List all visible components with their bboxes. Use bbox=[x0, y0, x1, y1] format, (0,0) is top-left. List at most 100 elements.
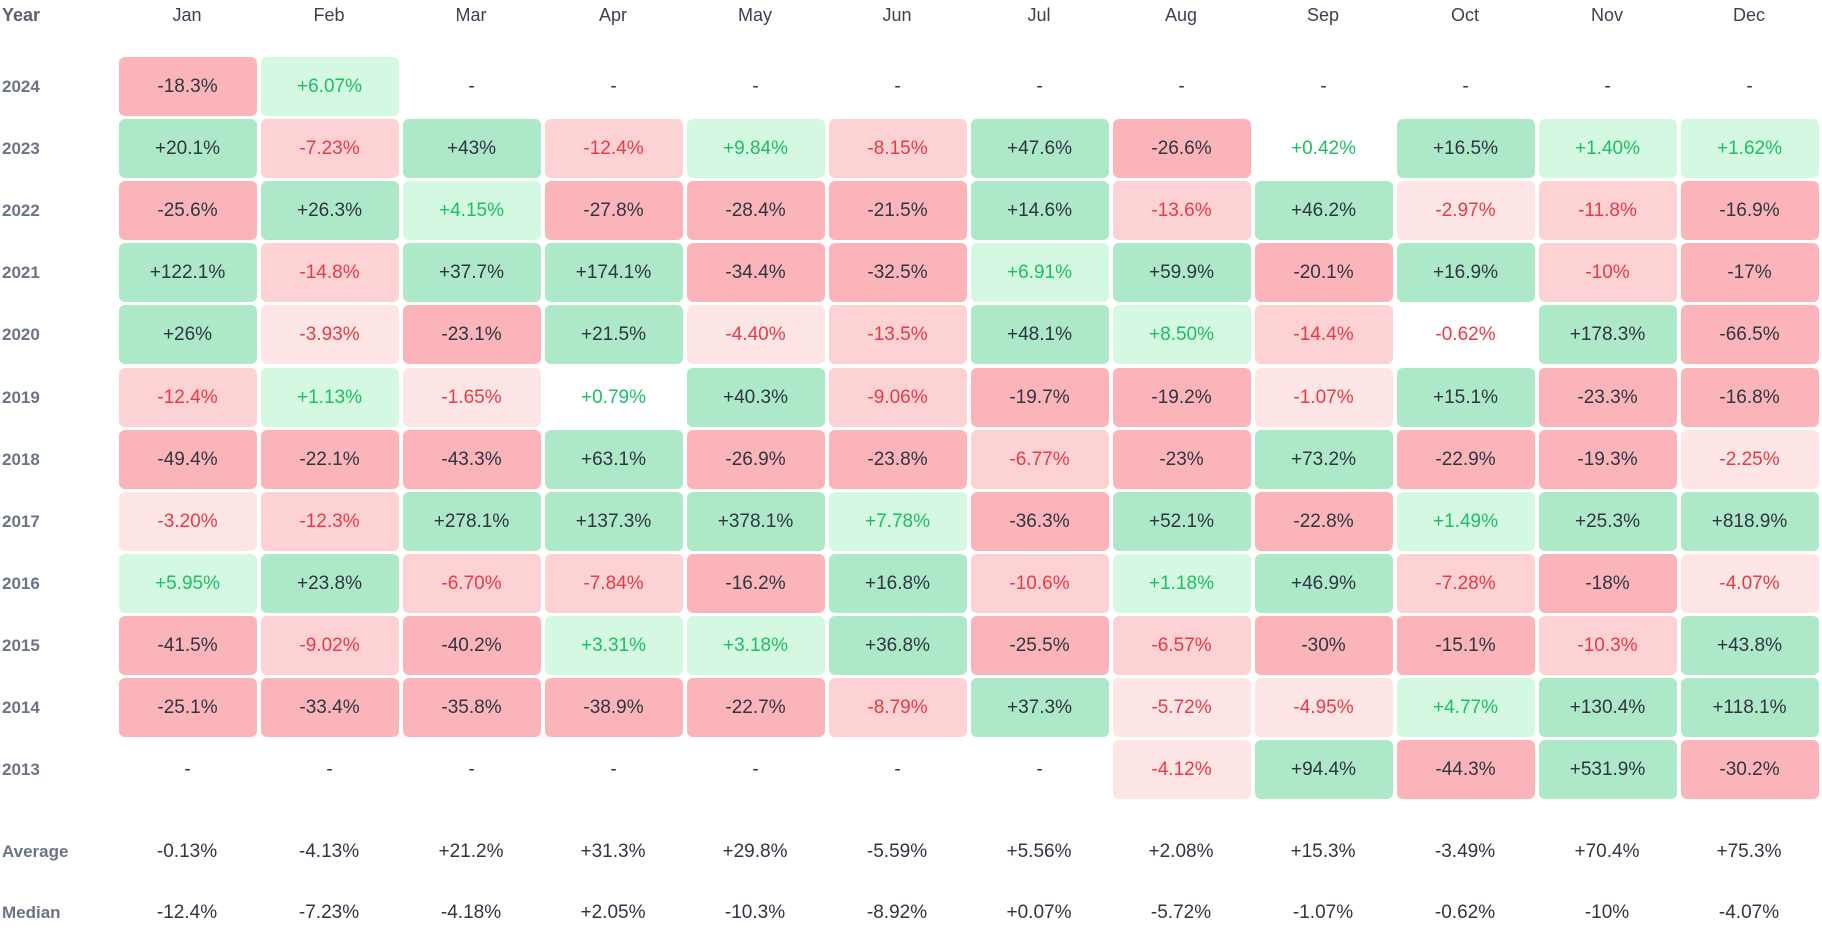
month-header-jul: Jul bbox=[1027, 5, 1051, 25]
return-cell-2015-mar: -40.2% bbox=[402, 615, 541, 675]
return-cell-2020-jul: +48.1% bbox=[970, 305, 1109, 365]
average-value-jun: -5.59% bbox=[866, 841, 928, 862]
return-cell-2022-jan: -25.6% bbox=[118, 181, 257, 241]
return-cell-2013-oct: -44.3% bbox=[1396, 740, 1535, 800]
month-header-aug: Aug bbox=[1164, 5, 1198, 25]
return-cell-2019-mar: -1.65% bbox=[402, 367, 541, 427]
median-value-nov: -10% bbox=[1584, 902, 1630, 923]
return-cell-2022-nov: -11.8% bbox=[1538, 181, 1677, 241]
return-cell-2022-sep: +46.2% bbox=[1254, 181, 1393, 241]
return-cell-2024-jul: - bbox=[1036, 76, 1043, 97]
return-cell-2020-feb: -3.93% bbox=[260, 305, 399, 365]
average-value-may: +29.8% bbox=[722, 841, 788, 862]
year-label-2015: 2015 bbox=[2, 635, 40, 655]
return-cell-2017-aug: +52.1% bbox=[1112, 491, 1251, 551]
return-cell-2017-jan: -3.20% bbox=[118, 491, 257, 551]
return-cell-2023-dec: +1.62% bbox=[1680, 119, 1819, 179]
return-cell-2017-feb: -12.3% bbox=[260, 491, 399, 551]
year-label-2017: 2017 bbox=[2, 511, 40, 531]
return-cell-2015-oct: -15.1% bbox=[1396, 615, 1535, 675]
return-cell-2014-jun: -8.79% bbox=[828, 678, 967, 737]
return-cell-2020-oct: -0.62% bbox=[1435, 324, 1496, 346]
return-cell-2016-nov: -18% bbox=[1538, 553, 1677, 613]
return-cell-2020-nov: +178.3% bbox=[1538, 305, 1677, 365]
return-cell-2014-jan: -25.1% bbox=[118, 678, 257, 737]
average-row-label: Average bbox=[2, 842, 69, 861]
average-value-dec: +75.3% bbox=[1716, 841, 1782, 862]
return-cell-2023-nov: +1.40% bbox=[1538, 119, 1677, 179]
return-cell-2021-nov: -10% bbox=[1538, 243, 1677, 303]
return-cell-2017-sep: -22.8% bbox=[1254, 491, 1393, 551]
return-cell-2018-nov: -19.3% bbox=[1538, 429, 1677, 489]
return-cell-2020-jun: -13.5% bbox=[828, 305, 967, 365]
return-cell-2019-may: +40.3% bbox=[686, 367, 825, 427]
return-cell-2020-mar: -23.1% bbox=[402, 305, 541, 365]
year-label-2013: 2013 bbox=[2, 760, 40, 780]
return-cell-2024-sep: - bbox=[1320, 76, 1327, 97]
return-cell-2021-feb: -14.8% bbox=[260, 243, 399, 303]
return-cell-2016-aug: +1.18% bbox=[1112, 553, 1251, 613]
return-cell-2024-aug: - bbox=[1178, 76, 1185, 97]
average-value-jul: +5.56% bbox=[1006, 841, 1072, 862]
return-cell-2021-oct: +16.9% bbox=[1396, 243, 1535, 303]
return-cell-2023-sep: +0.42% bbox=[1291, 138, 1356, 160]
return-cell-2018-dec: -2.25% bbox=[1680, 429, 1819, 489]
return-cell-2013-feb: - bbox=[326, 759, 333, 781]
return-cell-2018-may: -26.9% bbox=[686, 429, 825, 489]
return-cell-2019-nov: -23.3% bbox=[1538, 367, 1677, 427]
month-header-sep: Sep bbox=[1306, 5, 1340, 25]
return-cell-2019-apr: +0.79% bbox=[581, 386, 646, 408]
return-cell-2016-jul: -10.6% bbox=[970, 553, 1109, 613]
return-cell-2019-jan: -12.4% bbox=[118, 367, 257, 427]
return-cell-2017-mar: +278.1% bbox=[402, 491, 541, 551]
return-cell-2015-nov: -10.3% bbox=[1538, 615, 1677, 675]
return-cell-2018-sep: +73.2% bbox=[1254, 429, 1393, 489]
year-label-2021: 2021 bbox=[2, 263, 40, 283]
return-cell-2019-oct: +15.1% bbox=[1396, 367, 1535, 427]
return-cell-2016-dec: -4.07% bbox=[1680, 553, 1819, 613]
return-cell-2016-oct: -7.28% bbox=[1396, 553, 1535, 613]
return-cell-2024-oct: - bbox=[1462, 76, 1469, 97]
median-value-feb: -7.23% bbox=[298, 902, 360, 923]
return-cell-2013-may: - bbox=[752, 759, 759, 781]
return-cell-2022-dec: -16.9% bbox=[1680, 181, 1819, 241]
return-cell-2016-sep: +46.9% bbox=[1254, 553, 1393, 613]
median-value-dec: -4.07% bbox=[1718, 902, 1780, 923]
median-value-jun: -8.92% bbox=[866, 902, 928, 923]
return-cell-2013-dec: -30.2% bbox=[1680, 740, 1819, 800]
return-cell-2020-may: -4.40% bbox=[686, 305, 825, 365]
return-cell-2024-jan: -18.3% bbox=[118, 57, 257, 116]
average-value-mar: +21.2% bbox=[438, 841, 504, 862]
year-label-2024: 2024 bbox=[2, 77, 40, 96]
return-cell-2013-nov: +531.9% bbox=[1538, 740, 1677, 800]
average-value-sep: +15.3% bbox=[1290, 841, 1356, 862]
average-value-jan: -0.13% bbox=[156, 841, 218, 862]
return-cell-2018-oct: -22.9% bbox=[1396, 429, 1535, 489]
return-cell-2023-feb: -7.23% bbox=[260, 119, 399, 179]
return-cell-2021-jun: -32.5% bbox=[828, 243, 967, 303]
median-value-sep: -1.07% bbox=[1292, 902, 1354, 923]
return-cell-2023-jul: +47.6% bbox=[970, 119, 1109, 179]
return-cell-2022-jul: +14.6% bbox=[970, 181, 1109, 241]
month-header-jun: Jun bbox=[882, 5, 912, 25]
month-header-feb: Feb bbox=[313, 5, 345, 25]
return-cell-2018-mar: -43.3% bbox=[402, 429, 541, 489]
return-cell-2021-dec: -17% bbox=[1680, 243, 1819, 303]
return-cell-2017-jul: -36.3% bbox=[970, 491, 1109, 551]
return-cell-2017-oct: +1.49% bbox=[1396, 491, 1535, 551]
return-cell-2024-feb: +6.07% bbox=[260, 57, 399, 116]
month-header-jan: Jan bbox=[172, 5, 202, 25]
return-cell-2017-jun: +7.78% bbox=[828, 491, 967, 551]
month-header-mar: Mar bbox=[455, 5, 487, 25]
return-cell-2017-nov: +25.3% bbox=[1538, 491, 1677, 551]
return-cell-2016-jan: +5.95% bbox=[118, 553, 257, 613]
return-cell-2016-apr: -7.84% bbox=[544, 553, 683, 613]
return-cell-2021-apr: +174.1% bbox=[544, 243, 683, 303]
year-label-2023: 2023 bbox=[2, 139, 40, 159]
month-header-dec: Dec bbox=[1732, 5, 1765, 25]
return-cell-2015-aug: -6.57% bbox=[1112, 615, 1251, 675]
return-cell-2019-jul: -19.7% bbox=[970, 367, 1109, 427]
return-cell-2021-aug: +59.9% bbox=[1112, 243, 1251, 303]
return-cell-2022-jun: -21.5% bbox=[828, 181, 967, 241]
return-cell-2021-may: -34.4% bbox=[686, 243, 825, 303]
